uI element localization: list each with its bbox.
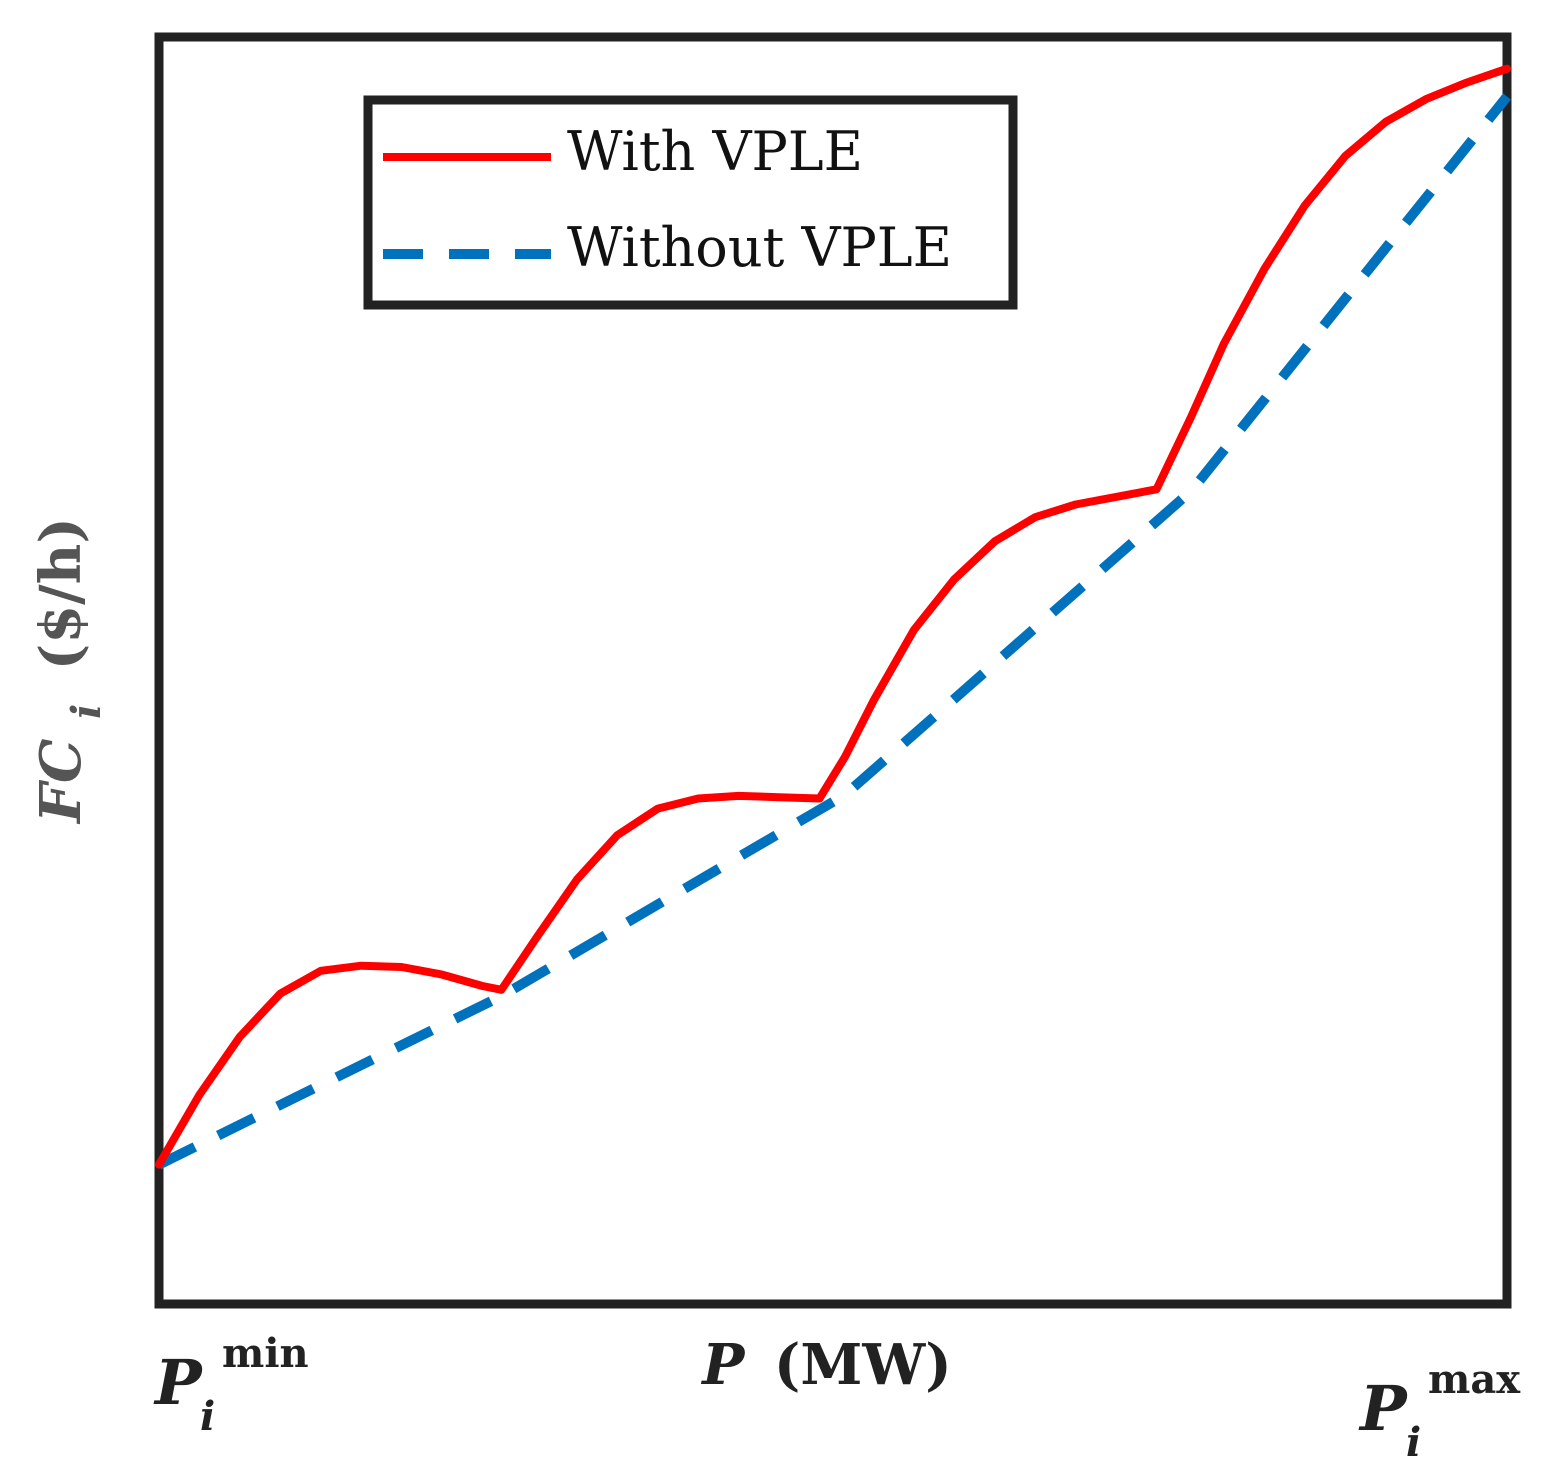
plot-frame: [154, 32, 1512, 1309]
series-line-without-vple: [156, 93, 1511, 1170]
series-layer: [155, 64, 1511, 1170]
x-tick-min-subscript: i: [200, 1393, 215, 1440]
y-axis-label: FC i ($/h): [28, 517, 114, 825]
x-tick-max: P i max: [1358, 1356, 1521, 1466]
y-axis-symbol: FC: [28, 738, 94, 825]
x-axis-unit: (MW): [774, 1332, 952, 1398]
legend-label-without-vple: Without VPLE: [567, 216, 952, 279]
x-axis-label: P (MW): [700, 1332, 951, 1398]
legend: With VPLE Without VPLE: [363, 95, 1018, 310]
x-axis-symbol: P: [700, 1332, 746, 1398]
x-tick-max-superscript: max: [1428, 1356, 1521, 1403]
series-line-with-vple: [155, 64, 1511, 1169]
legend-label-with-vple: With VPLE: [567, 120, 863, 183]
x-tick-max-base: P: [1358, 1372, 1409, 1445]
legend-box: [363, 95, 1018, 310]
x-tick-max-subscript: i: [1406, 1419, 1421, 1466]
x-tick-min: P i min: [153, 1330, 309, 1440]
x-tick-min-base: P: [153, 1346, 204, 1419]
y-axis-subscript: i: [63, 704, 110, 719]
x-tick-min-superscript: min: [222, 1330, 309, 1377]
y-axis-unit: ($/h): [28, 517, 94, 670]
